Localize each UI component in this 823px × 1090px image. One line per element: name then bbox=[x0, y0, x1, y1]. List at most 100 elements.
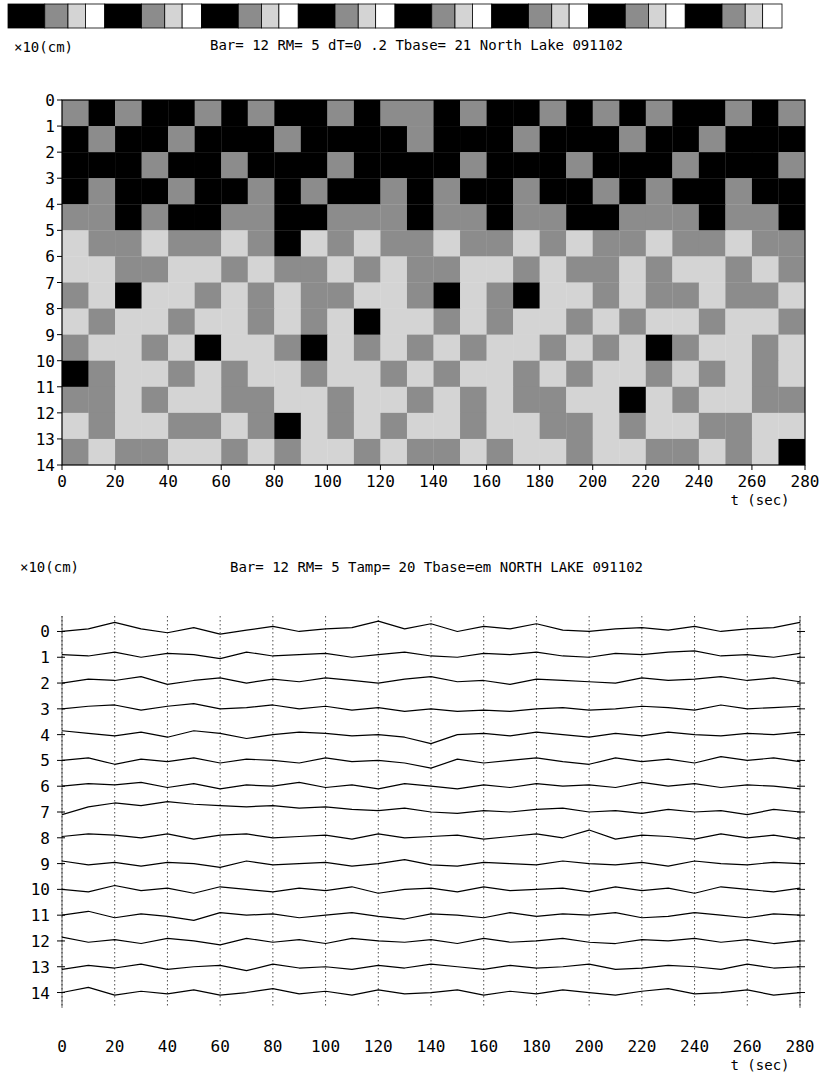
y-tick-right bbox=[797, 657, 805, 658]
heatmap-cell bbox=[301, 439, 328, 465]
heatmap-cell bbox=[434, 256, 461, 282]
heatmap-cell bbox=[513, 413, 540, 439]
heatmap-cell bbox=[327, 178, 354, 204]
y-tick-right bbox=[797, 683, 805, 684]
heatmap-cell bbox=[460, 230, 487, 256]
page: ×10(cm)Bar= 12 RM= 5 dT=0 .2 Tbase= 21 N… bbox=[0, 0, 823, 1090]
grid-line bbox=[220, 616, 221, 1008]
heatmap-cell bbox=[487, 439, 514, 465]
x-tick-label: 40 bbox=[159, 472, 178, 491]
grid-line bbox=[167, 616, 168, 1008]
heatmap-cell bbox=[327, 439, 354, 465]
heatmap-cell bbox=[672, 387, 699, 413]
heatmap-cell bbox=[593, 178, 620, 204]
heatmap-cell bbox=[619, 256, 646, 282]
heatmap-cell bbox=[540, 178, 567, 204]
heatmap-cell bbox=[672, 126, 699, 152]
heatmap-cell bbox=[566, 126, 593, 152]
x-tick bbox=[274, 465, 275, 470]
heatmap-cell bbox=[168, 126, 195, 152]
heatmap-cell bbox=[354, 439, 381, 465]
heatmap-cell bbox=[142, 204, 169, 230]
heatmap-cell bbox=[142, 413, 169, 439]
heatmap-cell bbox=[168, 100, 195, 126]
heatmap-cell bbox=[513, 283, 540, 309]
y-tick-label: 2 bbox=[45, 143, 55, 162]
heatmap-cell bbox=[89, 204, 116, 230]
heatmap-cell bbox=[752, 387, 779, 413]
x-tick-label: 60 bbox=[211, 1037, 230, 1056]
heatmap-cell bbox=[89, 100, 116, 126]
y-tick bbox=[57, 230, 62, 231]
x-tick-label: 0 bbox=[57, 472, 67, 491]
heatmap-cell bbox=[274, 230, 301, 256]
heatmap-cell bbox=[354, 178, 381, 204]
heatmap-cell bbox=[301, 126, 328, 152]
heatmap-cell bbox=[619, 387, 646, 413]
heatmap-cell bbox=[540, 309, 567, 335]
y-tick-right bbox=[797, 734, 805, 735]
heatmap-cell bbox=[725, 335, 752, 361]
heatmap-cell bbox=[168, 204, 195, 230]
heatmap-cell bbox=[301, 335, 328, 361]
heatmap-cell bbox=[62, 178, 89, 204]
heatmap-cell bbox=[778, 152, 805, 178]
heatmap-cell bbox=[380, 309, 407, 335]
heatmap-cell bbox=[407, 256, 434, 282]
level-swatch bbox=[45, 4, 68, 28]
heatmap-cell bbox=[168, 413, 195, 439]
x-tick-label: 100 bbox=[311, 1037, 340, 1056]
heatmap-cell bbox=[327, 100, 354, 126]
heatmap-cell bbox=[566, 230, 593, 256]
heatmap-cell bbox=[407, 387, 434, 413]
heatmap-cell bbox=[248, 152, 275, 178]
heatmap-cell bbox=[248, 256, 275, 282]
heatmap-cell bbox=[566, 204, 593, 230]
x-tick-label: 120 bbox=[364, 1037, 393, 1056]
heatmap-cell bbox=[540, 152, 567, 178]
heatmap-cell bbox=[646, 413, 673, 439]
heatmap-cell bbox=[115, 413, 142, 439]
heatmap-cell bbox=[327, 283, 354, 309]
level-swatch bbox=[358, 4, 375, 28]
y-tick-label: 8 bbox=[45, 300, 55, 319]
heatmap-cell bbox=[593, 256, 620, 282]
heatmap-cell bbox=[513, 204, 540, 230]
y-tick-label: 0 bbox=[40, 622, 50, 641]
heatmap-cell bbox=[380, 178, 407, 204]
heatmap-cell bbox=[487, 335, 514, 361]
heatmap-cell bbox=[672, 335, 699, 361]
y-tick-label: 12 bbox=[36, 404, 55, 423]
heatmap-cell bbox=[752, 413, 779, 439]
heatmap-cell bbox=[274, 361, 301, 387]
heatmap-cell bbox=[487, 230, 514, 256]
heatmap-cell bbox=[62, 256, 89, 282]
heatmap-cell bbox=[327, 387, 354, 413]
y-tick-label: 13 bbox=[31, 958, 50, 977]
heatmap-cell bbox=[487, 204, 514, 230]
level-swatch bbox=[529, 4, 552, 28]
heatmap-cell bbox=[487, 387, 514, 413]
heatmap-cell bbox=[725, 413, 752, 439]
heatmap-cell bbox=[380, 335, 407, 361]
heatmap-cell bbox=[274, 387, 301, 413]
heatmap-cell bbox=[434, 413, 461, 439]
heatmap-cell bbox=[778, 256, 805, 282]
heatmap-cell bbox=[699, 283, 726, 309]
trace-line bbox=[62, 886, 800, 894]
trace-line bbox=[62, 911, 800, 920]
heatmap-cell bbox=[195, 256, 222, 282]
heatmap-cell bbox=[434, 204, 461, 230]
heatmap-cell bbox=[725, 126, 752, 152]
heatmap-cell bbox=[62, 439, 89, 465]
y-tick-label: 5 bbox=[40, 751, 50, 770]
y-tick-right bbox=[797, 760, 805, 761]
heatmap-cell bbox=[407, 413, 434, 439]
y-tick-label: 10 bbox=[36, 352, 55, 371]
heatmap-cell bbox=[89, 387, 116, 413]
x-tick-label: 220 bbox=[627, 1037, 656, 1056]
heatmap-cell bbox=[593, 387, 620, 413]
heatmap-cell bbox=[354, 309, 381, 335]
y-tick bbox=[57, 386, 62, 387]
y-tick-label: 6 bbox=[40, 777, 50, 796]
